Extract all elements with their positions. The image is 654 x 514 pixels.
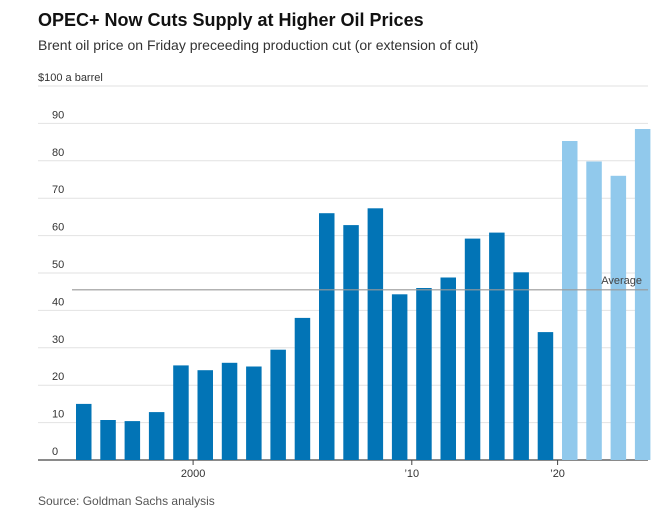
- bar: [586, 161, 602, 460]
- average-label: Average: [601, 275, 642, 287]
- bar: [391, 294, 408, 460]
- y-tick-label: 60: [52, 222, 64, 234]
- bar: [124, 421, 141, 460]
- y-tick-label: 20: [52, 371, 64, 383]
- bar: [343, 225, 359, 460]
- tick-labels: 0 10 20 30 40 50 60 70 80 90 $100 a barrel 2000 ’10 ’…: [38, 72, 565, 480]
- bar: [634, 129, 651, 460]
- bar: [610, 175, 627, 461]
- chart-title: OPEC+ Now Cuts Supply at Higher Oil Pric…: [38, 10, 424, 30]
- bar: [294, 317, 311, 460]
- bar: [270, 349, 286, 460]
- bar: [76, 403, 92, 460]
- average-line-group: Average: [72, 275, 648, 291]
- y-unit-label: $100 a barrel: [38, 72, 103, 84]
- bar: [221, 362, 238, 460]
- bar: [173, 365, 189, 460]
- bars: [76, 129, 651, 461]
- y-tick-label: 80: [52, 147, 64, 159]
- source-note: Source: Goldman Sachs analysis: [38, 494, 215, 508]
- y-tick-label: 0: [52, 446, 58, 458]
- bar: [562, 141, 578, 460]
- y-tick-label: 10: [52, 409, 64, 421]
- gridlines: [38, 85, 648, 461]
- bar: [537, 332, 554, 460]
- bar: [197, 370, 213, 460]
- y-tick-label: 70: [52, 184, 64, 196]
- bar: [100, 420, 116, 460]
- bar: [440, 277, 456, 460]
- bar: [319, 213, 335, 460]
- bar: [489, 232, 505, 460]
- y-tick-label: 50: [52, 259, 64, 271]
- bar: [464, 238, 481, 460]
- x-tick-label: ’20: [550, 468, 565, 480]
- bar: [513, 272, 529, 460]
- chart-subtitle: Brent oil price on Friday preceeding pro…: [38, 37, 479, 53]
- bar: [148, 412, 165, 460]
- x-tick-label: 2000: [181, 468, 205, 480]
- y-tick-label: 30: [52, 334, 64, 346]
- y-tick-label: 40: [52, 296, 64, 308]
- bar: [367, 208, 384, 460]
- bar: [246, 366, 262, 460]
- x-tick-label: ’10: [404, 468, 419, 480]
- bar: [416, 288, 432, 460]
- y-tick-label: 90: [52, 109, 64, 121]
